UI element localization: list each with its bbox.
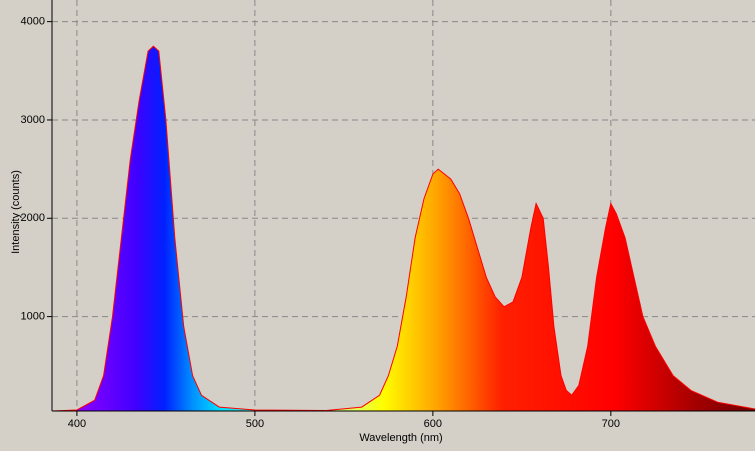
x-axis-label: Wavelength (nm) [359,432,442,444]
y-tick-label: 1000 [21,311,45,323]
spectrum-area [52,46,755,411]
x-tick-label: 400 [68,418,86,430]
y-tick-label: 2000 [21,212,45,224]
y-tick-label: 4000 [21,16,45,28]
x-tick-label: 500 [246,418,264,430]
x-tick-label: 700 [602,418,620,430]
spectrum-line [51,45,755,412]
y-axis-label: Intensity (counts) [10,170,22,254]
x-tick-label: 600 [424,418,442,430]
y-tick-label: 3000 [21,114,45,126]
